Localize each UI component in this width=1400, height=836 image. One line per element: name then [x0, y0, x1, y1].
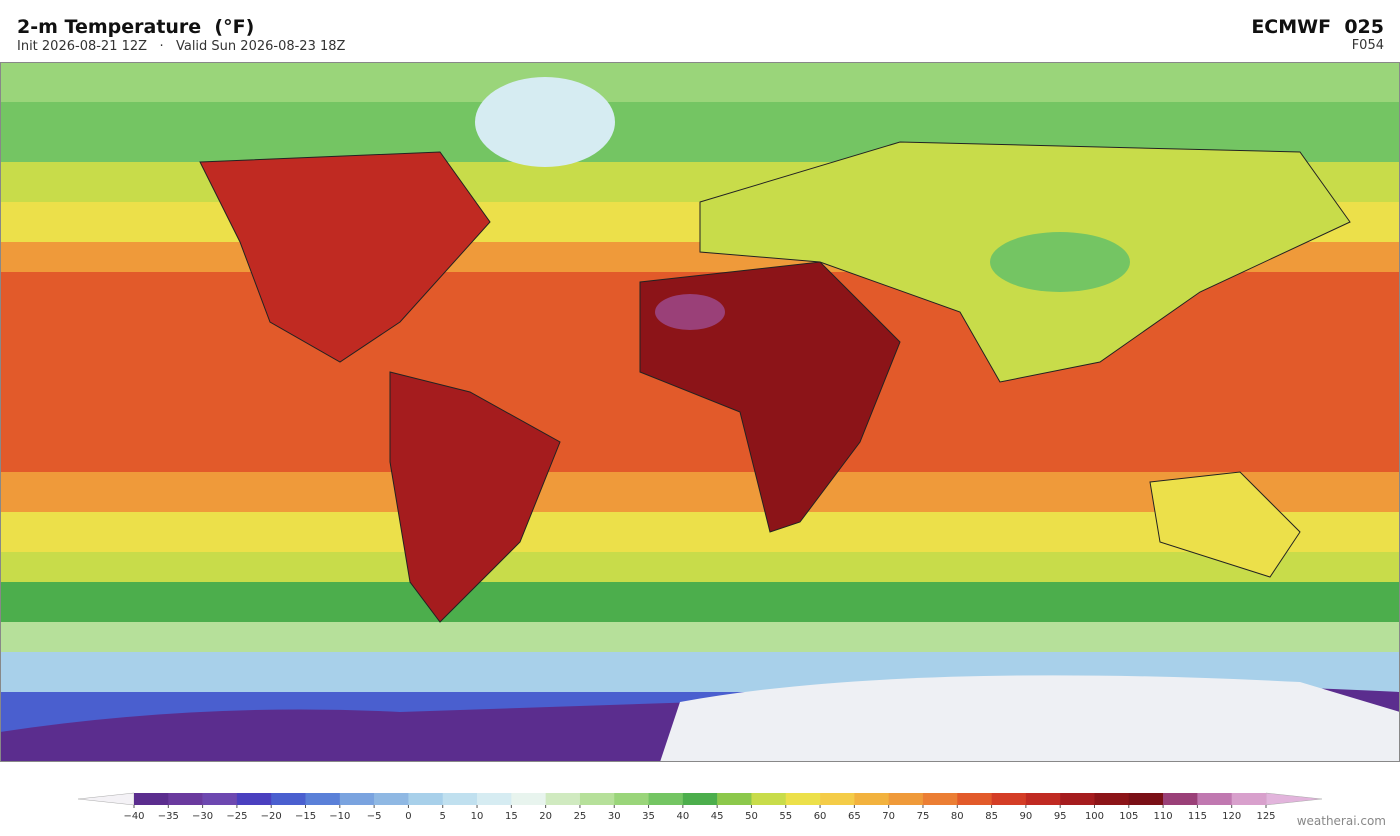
tick-label: 85: [985, 811, 998, 820]
tick-label: 10: [471, 811, 484, 820]
colorbar-segment: [1094, 793, 1130, 805]
tick-label: 5: [440, 811, 446, 820]
colorbar-segment: [1197, 793, 1232, 805]
tick-label: 55: [779, 811, 792, 820]
colorbar-segment: [854, 793, 889, 805]
tick-label: 100: [1085, 811, 1104, 820]
colorbar-segment: [922, 793, 958, 805]
colorbar-segment: [442, 793, 478, 805]
colorbar-over: [1265, 792, 1323, 806]
tick-label: 50: [745, 811, 758, 820]
colorbar-segment: [134, 793, 169, 805]
colorbar-segment: [1025, 793, 1061, 805]
colorbar-segment: [511, 793, 546, 805]
colorbar-segment: [374, 793, 409, 805]
tick-label: 45: [711, 811, 724, 820]
colorbar: −40 −35 −30 −25 −20 −15 −10 −5 0 5 10 15 20 25 30 35 40 4…: [77, 792, 1323, 820]
model-name: ECMWF 025: [1251, 16, 1384, 38]
colorbar-segment: [1231, 793, 1267, 805]
tick-label: 65: [848, 811, 861, 820]
colorbar-segment: [579, 793, 615, 805]
tick-label: 70: [882, 811, 895, 820]
colorbar-segment: [477, 793, 512, 805]
tick-label: 25: [574, 811, 587, 820]
tick-label: 75: [917, 811, 930, 820]
tick-label: −30: [192, 811, 213, 820]
map: [0, 62, 1400, 762]
tick-label: 80: [951, 811, 964, 820]
tick-label: −35: [158, 811, 179, 820]
colorbar-segment: [1163, 793, 1198, 805]
tick-label: −25: [226, 811, 247, 820]
forecast-hour: F054: [1351, 38, 1384, 53]
colorbar-segment: [305, 793, 341, 805]
tick-label: 105: [1119, 811, 1138, 820]
colorbar-segment: [339, 793, 375, 805]
colorbar-segment: [991, 793, 1027, 805]
colorbar-segment: [957, 793, 992, 805]
tick-label: 20: [539, 811, 552, 820]
title: 2-m Temperature (°F): [17, 16, 255, 38]
watermark: weatherai.com: [1296, 814, 1386, 828]
colorbar-segment: [168, 793, 203, 805]
colorbar-segment: [202, 793, 238, 805]
colorbar-segment: [785, 793, 821, 805]
colorbar-segment: [888, 793, 924, 805]
tick-label: 125: [1256, 811, 1275, 820]
tick-label: 0: [405, 811, 411, 820]
tick-label: −20: [261, 811, 282, 820]
tick-label: −10: [329, 811, 350, 820]
tick-label: 90: [1020, 811, 1033, 820]
tick-label: 35: [642, 811, 655, 820]
tick-label: −5: [367, 811, 382, 820]
tick-label: −15: [295, 811, 316, 820]
tick-label: 115: [1188, 811, 1207, 820]
colorbar-segment: [1128, 793, 1164, 805]
colorbar-segment: [408, 793, 444, 805]
tick-label: 110: [1154, 811, 1173, 820]
colorbar-segment: [820, 793, 855, 805]
colorbar-segment: [614, 793, 649, 805]
colorbar-segment: [1060, 793, 1095, 805]
colorbar-segment: [648, 793, 684, 805]
tick-label: 95: [1054, 811, 1067, 820]
tick-label: 15: [505, 811, 518, 820]
colorbar-segment: [682, 793, 718, 805]
subtitle: Init 2026-08-21 12Z · Valid Sun 2026-08-…: [17, 39, 346, 54]
colorbar-segment: [236, 793, 272, 805]
colorbar-under: [77, 792, 135, 806]
tick-label: −40: [123, 811, 144, 820]
tick-label: 120: [1222, 811, 1241, 820]
tick-label: 40: [676, 811, 689, 820]
colorbar-segment: [751, 793, 787, 805]
tick-label: 30: [608, 811, 621, 820]
tick-label: 60: [814, 811, 827, 820]
colorbar-segment: [717, 793, 752, 805]
colorbar-segment: [545, 793, 581, 805]
colorbar-segment: [271, 793, 306, 805]
